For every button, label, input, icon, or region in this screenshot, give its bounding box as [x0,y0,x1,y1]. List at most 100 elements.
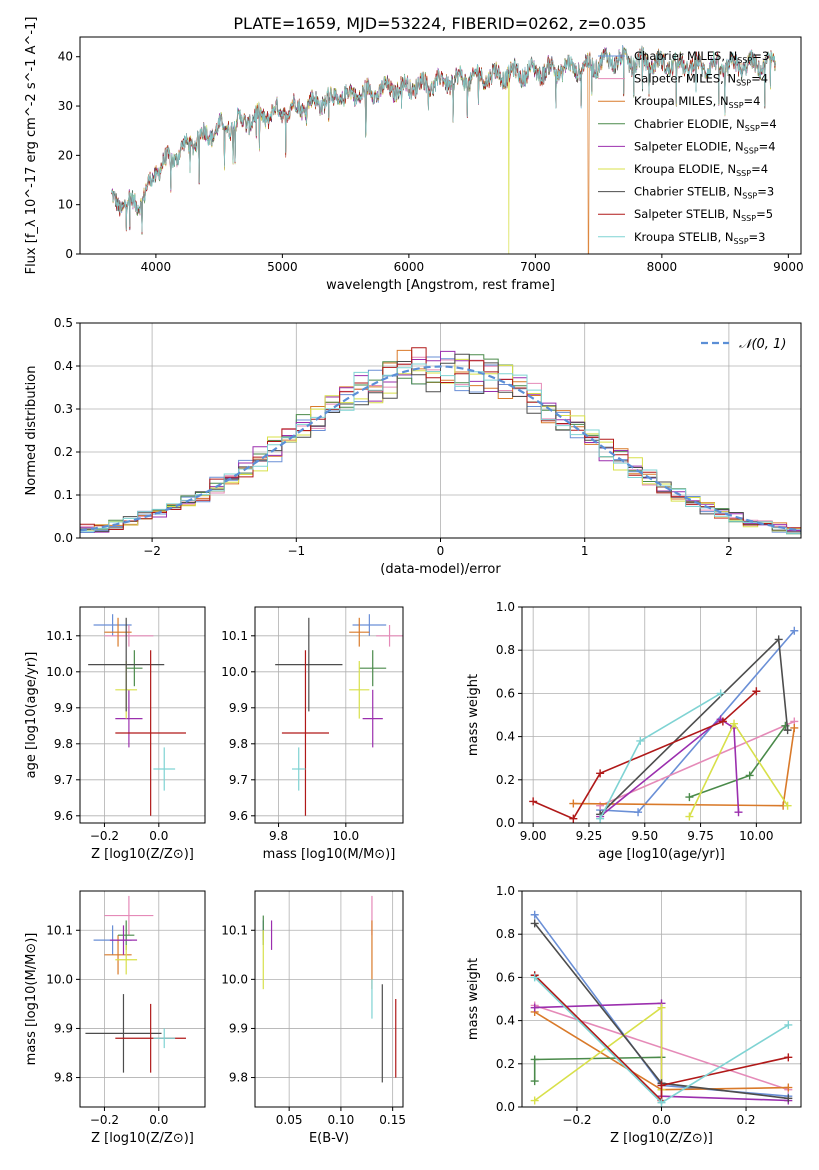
legend-entry: Chabrier STELIB, NSSP=3 [634,185,774,201]
y-tick-label: 10 [58,198,73,212]
weight-marker [530,1096,539,1105]
legend-entry: Salpeter MILES, NSSP=4 [634,72,768,88]
weight-marker [784,1020,793,1029]
weight-marker [657,1003,666,1012]
legend-nssp: =4 [751,162,768,176]
x-tick-label: −0.2 [90,829,119,843]
weight-marker [734,808,743,817]
age-vs-mass-plot-area [275,614,403,816]
legend-entry: Chabrier ELODIE, NSSP=4 [634,117,777,133]
errorbar-point-salpeter-stelib [115,1003,186,1073]
x-tick-label: 9.8 [269,829,288,843]
mass-vs-ebv-plot-area [262,895,397,1083]
legend-entry: Chabrier MILES, NSSP=3 [634,49,769,65]
y-tick-label: 9.7 [54,773,73,787]
weight-line [599,718,740,818]
weight-series-kroupa-elodie [685,719,792,821]
y-tick-label: 0.4 [496,730,515,744]
weight-series-kroupa-elodie [530,1003,666,1105]
x-axis-label: Z [log10(Z/Z⊙)] [91,1131,194,1146]
errorbar-point-salpeter-stelib [281,650,329,816]
y-tick-label: 0.2 [54,445,73,459]
legend-nssp: =5 [756,207,773,221]
y-tick-label: 10.1 [46,923,73,937]
x-axis-label: wavelength [Angstrom, rest frame] [326,278,555,293]
y-tick-label: 0.8 [496,643,515,657]
mass-vs-z-panel: −0.2 0.0 9.8 9.9 10.0 10.1 Z [log10(Z/Z⊙)] mass… [24,890,206,1146]
weight-marker [685,793,694,802]
y-axis-label: mass weight [466,958,481,1040]
x-tick-label: 8000 [647,260,678,274]
weight-marker [596,814,605,823]
legend-sub: SSP [741,214,756,223]
weight-marker [530,1003,539,1012]
age-vs-z-plot-area [88,614,186,816]
legend-model: Kroupa ELODIE, N [634,162,736,176]
y-tick-label: 9.9 [54,701,73,715]
errorbar-point-chabrier-stelib [275,617,343,712]
figure-title: PLATE=1659, MJD=53224, FIBERID=0262, z=0… [233,14,646,33]
legend-sub: SSP [737,56,752,65]
legend-nssp: =4 [744,94,761,108]
legend-model: Chabrier ELODIE, N [634,117,745,131]
y-tick-label: 10.1 [46,629,73,643]
weight-marker [636,736,645,745]
y-tick-label: 0.4 [54,359,73,373]
weight-marker [657,1098,666,1107]
errorbar-point-chabrier-elodie [359,650,387,687]
weight-marker [530,973,539,982]
errorbar-point-salpeter-miles [376,625,403,647]
legend-sub: SSP [736,79,751,88]
weight-marker [530,1055,539,1064]
weight-vs-z-panel: −0.2 0.0 0.2 0.0 0.2 0.4 0.6 0.8 1.0 Z [log10(Z/Z… [466,884,802,1146]
x-axis-label: E(B-V) [309,1131,349,1146]
errorbar-point-kroupa-miles [349,617,370,647]
y-tick-label: 0.3 [54,402,73,416]
y-tick-label: 0.2 [496,773,515,787]
x-axis-label: mass [log10(M/M⊙)] [263,847,396,862]
spectrum-frame [79,36,802,255]
y-tick-label: 20 [58,148,73,162]
legend-model: Kroupa STELIB, N [634,230,734,244]
x-tick-label: 0.10 [328,1113,355,1127]
weight-marker [783,726,792,735]
weight-vs-age-plot-area [529,626,799,823]
age-vs-z-frame [79,606,206,824]
x-tick-label: 0.05 [276,1113,303,1127]
legend-nssp: =3 [749,230,766,244]
weight-marker [784,1083,793,1092]
legend-sub: SSP [736,169,751,178]
weight-marker [530,1077,539,1086]
x-axis-label: age [log10(age/yr)] [598,847,725,862]
x-axis-label: (data-model)/error [380,562,501,577]
legend-model: Kroupa MILES, N [634,94,729,108]
x-tick-label: 10.0 [332,829,359,843]
weight-marker [730,719,739,728]
x-tick-label: 5000 [267,260,298,274]
weight-marker [657,1081,666,1090]
weight-series-kroupa-stelib [596,689,725,823]
weight-marker [569,814,578,823]
weight-marker [745,771,754,780]
legend-model: Salpeter MILES, N [634,72,736,86]
errorbar-point-chabrier-stelib [85,994,162,1073]
panels: 4000 5000 6000 7000 8000 9000010203040wavelen… [24,17,804,1146]
y-axis-label: Flux [f_λ 10^-17 erg cm^-2 s^-1 A^-1] [24,17,39,275]
age-vs-mass-panel: 9.8 10.0 9.6 9.7 9.8 9.9 10.0 10.1 mass [log10(M… [221,606,404,862]
weight-marker [783,801,792,810]
x-tick-label: 0 [437,544,445,558]
legend-entry: Kroupa ELODIE, NSSP=4 [634,162,768,178]
y-tick-label: 1.0 [496,600,515,614]
legend-sub: SSP [744,146,759,155]
y-tick-label: 0.0 [496,1100,515,1114]
weight-line [599,637,789,815]
legend-model: Salpeter STELIB, N [634,207,741,221]
y-tick-label: 9.7 [229,773,248,787]
errorbar-point-kroupa-elodie [115,945,138,975]
errorbar-point-kroupa-elodie [349,661,370,719]
x-axis-label: Z [log10(Z/Z⊙)] [610,1131,713,1146]
weight-marker [718,717,727,726]
x-tick-label: 9.25 [576,829,603,843]
legend-nssp: =4 [751,72,768,86]
